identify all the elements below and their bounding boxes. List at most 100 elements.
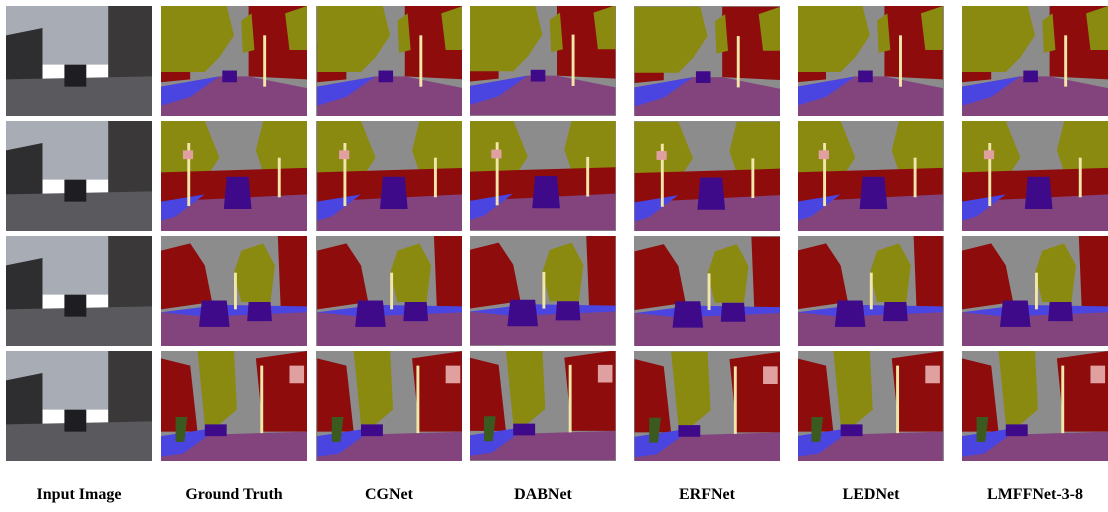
region <box>183 150 193 159</box>
region <box>751 237 780 310</box>
region <box>673 301 704 327</box>
region <box>984 150 994 159</box>
region <box>491 150 501 159</box>
segmentation-map <box>316 236 462 346</box>
region <box>361 424 383 436</box>
segmentation-map <box>161 121 307 231</box>
region <box>6 373 43 432</box>
input-photo <box>6 236 152 346</box>
region <box>656 151 666 160</box>
segmentation-map <box>634 121 780 231</box>
region <box>586 157 589 197</box>
region <box>234 273 237 310</box>
column-label: DABNet <box>463 486 623 504</box>
region <box>1023 71 1038 83</box>
region <box>556 301 581 320</box>
region <box>278 158 281 198</box>
column-label: LEDNet <box>791 486 951 504</box>
region <box>1025 177 1053 209</box>
region <box>819 150 829 159</box>
region <box>1000 301 1031 327</box>
region <box>247 302 272 321</box>
region <box>734 366 737 433</box>
region <box>1061 366 1064 433</box>
column-label: ERFNet <box>627 486 787 504</box>
region <box>403 302 428 321</box>
region <box>446 366 461 384</box>
region <box>108 236 152 317</box>
region <box>858 71 873 83</box>
column-label: Ground Truth <box>154 486 314 504</box>
segmentation-map <box>798 351 944 461</box>
segmentation-map <box>161 6 307 116</box>
segmentation-map <box>316 121 462 231</box>
region <box>64 410 86 432</box>
region <box>412 351 462 432</box>
segmentation-map <box>634 6 780 116</box>
region <box>883 302 908 321</box>
region <box>925 366 940 384</box>
segmentation-map <box>962 6 1108 116</box>
region <box>697 177 725 209</box>
region <box>6 143 43 202</box>
region <box>586 236 615 309</box>
column-label: Input Image <box>0 486 159 504</box>
region <box>339 150 349 159</box>
segmentation-map <box>634 236 780 346</box>
region <box>572 35 575 86</box>
region <box>532 176 560 208</box>
region <box>914 158 917 198</box>
region <box>434 236 462 309</box>
region <box>598 365 613 383</box>
column-label: LMFFNet-3-8 <box>955 486 1108 504</box>
region <box>678 425 700 437</box>
region <box>6 258 43 317</box>
region <box>355 301 386 327</box>
input-photo <box>6 351 152 461</box>
region <box>892 351 943 432</box>
region <box>108 6 152 87</box>
segmentation-map <box>798 121 944 231</box>
region <box>224 177 252 209</box>
region <box>542 272 545 309</box>
region <box>378 71 393 83</box>
region <box>751 158 754 198</box>
region <box>434 158 437 198</box>
segmentation-map <box>798 236 944 346</box>
region <box>763 366 778 384</box>
region <box>419 35 422 86</box>
region <box>914 236 943 309</box>
region <box>416 366 419 433</box>
region <box>108 121 152 202</box>
region <box>835 301 866 327</box>
region <box>696 71 711 83</box>
region <box>256 351 307 432</box>
region <box>6 28 43 87</box>
region <box>729 352 780 433</box>
input-photo <box>6 6 152 116</box>
region <box>1035 273 1038 310</box>
segmentation-map <box>316 351 462 461</box>
region <box>289 366 304 384</box>
region <box>199 301 230 327</box>
region <box>531 70 546 82</box>
region <box>108 351 152 432</box>
segmentation-map <box>316 6 462 116</box>
region <box>380 177 408 209</box>
region <box>896 366 899 433</box>
region <box>278 236 307 309</box>
region <box>1079 236 1108 309</box>
region <box>513 424 535 436</box>
region <box>1079 158 1082 198</box>
region <box>260 366 263 433</box>
region <box>64 295 86 317</box>
region <box>390 273 393 310</box>
input-photo <box>6 121 152 231</box>
region <box>1006 424 1028 436</box>
segmentation-map <box>470 6 616 116</box>
region <box>205 424 227 436</box>
region <box>564 351 615 431</box>
figure: Input ImageGround TruthCGNetDABNetERFNet… <box>0 0 1108 512</box>
region <box>222 71 237 83</box>
region <box>721 303 746 322</box>
